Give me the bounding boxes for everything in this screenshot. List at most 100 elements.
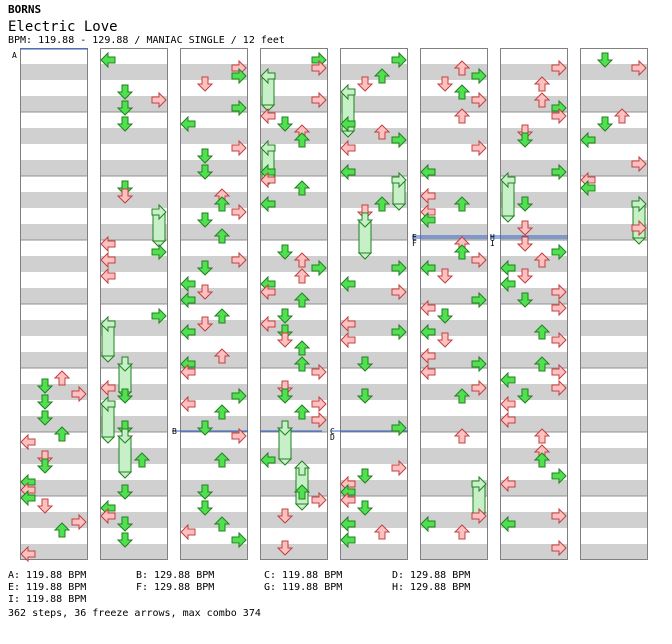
left-arrow-icon <box>340 491 356 509</box>
left-arrow-icon <box>260 195 276 213</box>
bpm-marker: D <box>330 433 335 442</box>
left-arrow-icon <box>340 515 356 533</box>
chart-column <box>180 48 248 560</box>
right-arrow-icon <box>391 459 407 477</box>
down-arrow-icon <box>196 500 214 516</box>
left-arrow-icon <box>420 363 436 381</box>
right-arrow-icon <box>471 355 487 373</box>
down-arrow-icon <box>516 268 534 284</box>
bpm-legend-i: I: 119.88 BPM <box>8 594 87 605</box>
down-arrow-icon <box>356 388 374 404</box>
left-arrow-icon <box>420 259 436 277</box>
bpm-marker: B <box>172 427 177 436</box>
up-arrow-icon <box>533 252 551 268</box>
left-arrow-icon <box>420 163 436 181</box>
down-arrow-icon <box>276 244 294 260</box>
right-arrow-icon <box>551 379 567 397</box>
up-arrow-icon <box>213 452 231 468</box>
up-arrow-icon <box>613 108 631 124</box>
up-arrow-icon <box>533 356 551 372</box>
right-arrow-icon <box>311 395 327 413</box>
right-arrow-icon <box>471 251 487 269</box>
left-arrow-icon <box>340 139 356 157</box>
up-arrow-icon <box>133 452 151 468</box>
freeze-arrow-icon <box>356 212 374 260</box>
right-arrow-icon <box>631 219 647 237</box>
left-arrow-icon <box>340 163 356 181</box>
bpm-legend-a: A: 119.88 BPM <box>8 570 87 581</box>
right-arrow-icon <box>71 513 87 531</box>
down-arrow-icon <box>116 188 134 204</box>
left-arrow-icon <box>420 187 436 205</box>
right-arrow-icon <box>551 539 567 557</box>
up-arrow-icon <box>293 356 311 372</box>
right-arrow-icon <box>151 307 167 325</box>
down-arrow-icon <box>276 332 294 348</box>
right-arrow-icon <box>311 363 327 381</box>
left-arrow-icon <box>180 395 196 413</box>
right-arrow-icon <box>151 243 167 261</box>
left-arrow-icon <box>180 523 196 541</box>
chart-summary: 362 steps, 36 freeze arrows, max combo 3… <box>8 608 261 619</box>
up-arrow-icon <box>453 428 471 444</box>
down-arrow-icon <box>196 484 214 500</box>
up-arrow-icon <box>213 308 231 324</box>
right-arrow-icon <box>71 385 87 403</box>
up-arrow-icon <box>213 196 231 212</box>
down-arrow-icon <box>36 410 54 426</box>
left-arrow-icon <box>260 171 276 189</box>
freeze-arrow-icon <box>500 171 516 223</box>
right-arrow-icon <box>551 107 567 125</box>
bpm-marker: F <box>412 239 417 248</box>
right-arrow-icon <box>471 67 487 85</box>
right-arrow-icon <box>311 59 327 77</box>
left-arrow-icon <box>100 51 116 69</box>
up-arrow-icon <box>293 292 311 308</box>
left-arrow-icon <box>420 299 436 317</box>
bpm-legend-e: E: 119.88 BPM <box>8 582 87 593</box>
chart-column <box>100 48 168 560</box>
chart-column <box>260 48 328 560</box>
down-arrow-icon <box>196 284 214 300</box>
up-arrow-icon <box>293 180 311 196</box>
left-arrow-icon <box>420 211 436 229</box>
bpm-legend-c: C: 119.88 BPM <box>264 570 343 581</box>
left-arrow-icon <box>500 395 516 413</box>
down-arrow-icon <box>276 388 294 404</box>
up-arrow-icon <box>213 404 231 420</box>
right-arrow-icon <box>551 163 567 181</box>
left-arrow-icon <box>100 379 116 397</box>
freeze-arrow-icon <box>100 395 116 444</box>
left-arrow-icon <box>260 451 276 469</box>
left-arrow-icon <box>180 291 196 309</box>
right-arrow-icon <box>471 507 487 525</box>
up-arrow-icon <box>293 132 311 148</box>
up-arrow-icon <box>293 268 311 284</box>
down-arrow-icon <box>36 498 54 514</box>
left-arrow-icon <box>500 259 516 277</box>
down-arrow-icon <box>436 332 454 348</box>
down-arrow-icon <box>356 76 374 92</box>
left-arrow-icon <box>180 275 196 293</box>
right-arrow-icon <box>391 283 407 301</box>
right-arrow-icon <box>551 283 567 301</box>
left-arrow-icon <box>340 531 356 549</box>
left-arrow-icon <box>180 363 196 381</box>
right-arrow-icon <box>391 323 407 341</box>
freeze-arrow-icon <box>116 428 134 479</box>
freeze-arrow-icon <box>151 203 167 248</box>
right-arrow-icon <box>631 59 647 77</box>
down-arrow-icon <box>116 116 134 132</box>
left-arrow-icon <box>20 433 36 451</box>
down-arrow-icon <box>436 268 454 284</box>
down-arrow-icon <box>116 388 134 404</box>
up-arrow-icon <box>453 108 471 124</box>
down-arrow-icon <box>116 516 134 532</box>
left-arrow-icon <box>500 275 516 293</box>
chart-meta: BPM: 119.88 - 129.88 / MANIAC SINGLE / 1… <box>8 35 285 46</box>
down-arrow-icon <box>276 308 294 324</box>
right-arrow-icon <box>551 299 567 317</box>
freeze-arrow-icon <box>100 315 116 363</box>
right-arrow-icon <box>551 467 567 485</box>
up-arrow-icon <box>213 348 231 364</box>
